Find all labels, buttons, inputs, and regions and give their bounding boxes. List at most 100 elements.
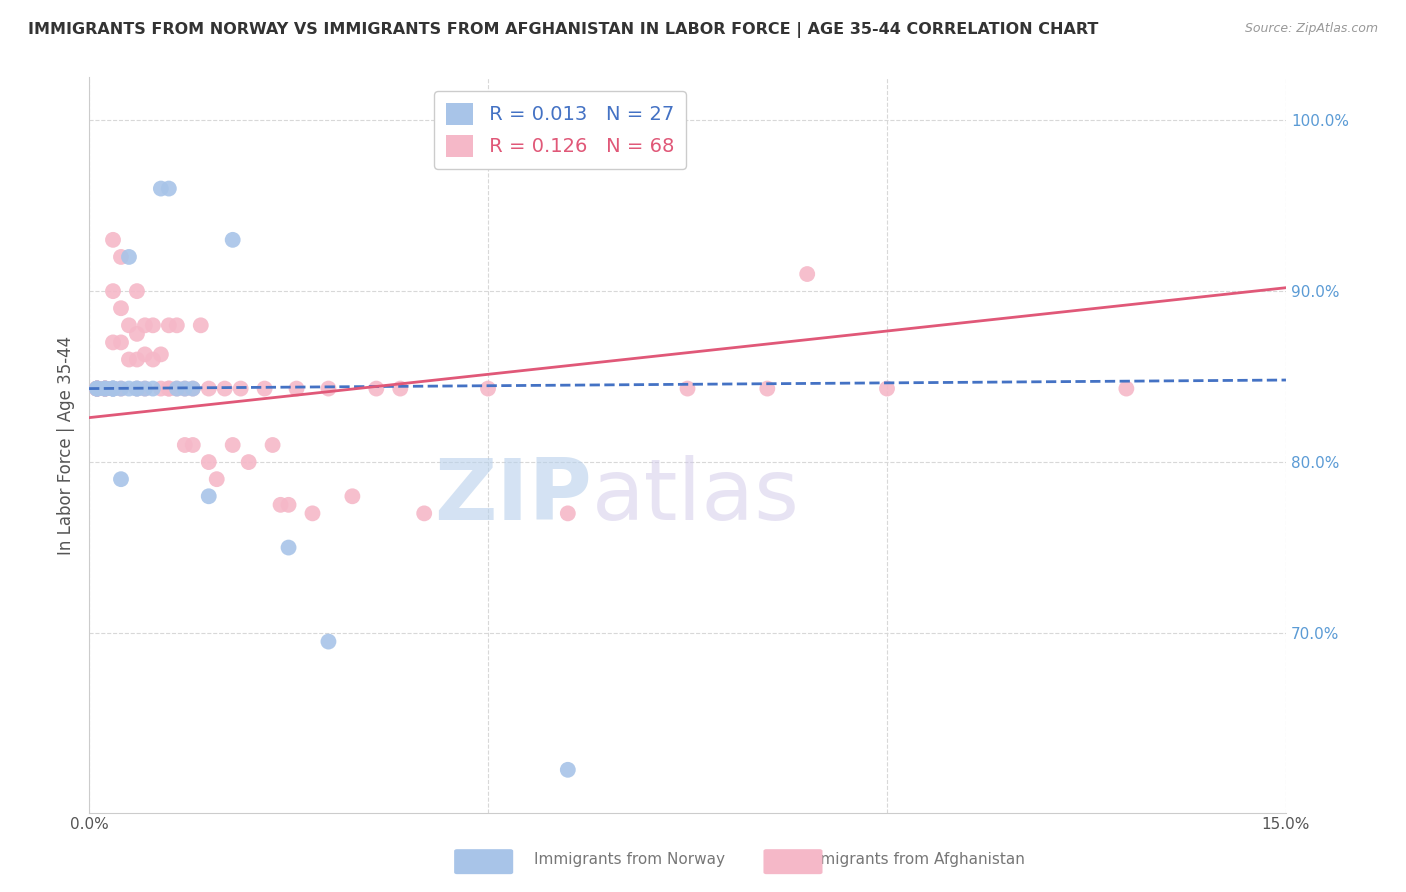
- Point: [118, 352, 141, 367]
- Point: [86, 382, 108, 396]
- Point: [318, 634, 340, 648]
- Point: [205, 472, 228, 486]
- Point: [222, 438, 245, 452]
- Point: [101, 382, 124, 396]
- Point: [125, 284, 148, 298]
- Point: [222, 233, 245, 247]
- Point: [125, 382, 148, 396]
- Point: [262, 438, 284, 452]
- Point: [157, 181, 180, 195]
- Point: [101, 382, 124, 396]
- Point: [94, 382, 117, 396]
- Text: Source: ZipAtlas.com: Source: ZipAtlas.com: [1244, 22, 1378, 36]
- Point: [181, 382, 204, 396]
- Point: [197, 489, 219, 503]
- Point: [166, 318, 188, 333]
- Point: [110, 335, 132, 350]
- Text: IMMIGRANTS FROM NORWAY VS IMMIGRANTS FROM AFGHANISTAN IN LABOR FORCE | AGE 35-44: IMMIGRANTS FROM NORWAY VS IMMIGRANTS FRO…: [28, 22, 1098, 38]
- Point: [413, 507, 436, 521]
- Point: [94, 382, 117, 396]
- Point: [285, 382, 308, 396]
- Text: Immigrants from Afghanistan: Immigrants from Afghanistan: [801, 852, 1025, 867]
- Point: [134, 318, 156, 333]
- Point: [86, 382, 108, 396]
- Point: [173, 382, 195, 396]
- Point: [86, 382, 108, 396]
- Point: [94, 382, 117, 396]
- Point: [86, 382, 108, 396]
- Point: [118, 318, 141, 333]
- Point: [342, 489, 364, 503]
- Point: [157, 318, 180, 333]
- Point: [110, 382, 132, 396]
- Point: [166, 382, 188, 396]
- Point: [149, 382, 172, 396]
- Point: [557, 763, 579, 777]
- Point: [389, 382, 412, 396]
- Point: [197, 382, 219, 396]
- Point: [270, 498, 292, 512]
- Point: [197, 455, 219, 469]
- Point: [173, 382, 195, 396]
- Point: [190, 318, 212, 333]
- Point: [110, 472, 132, 486]
- Point: [101, 284, 124, 298]
- Point: [125, 352, 148, 367]
- Text: atlas: atlas: [592, 455, 800, 538]
- Point: [125, 382, 148, 396]
- Point: [229, 382, 252, 396]
- Point: [134, 382, 156, 396]
- Point: [238, 455, 260, 469]
- Point: [110, 250, 132, 264]
- Point: [110, 382, 132, 396]
- Point: [110, 301, 132, 316]
- Point: [277, 541, 299, 555]
- Point: [173, 438, 195, 452]
- Point: [876, 382, 898, 396]
- Point: [86, 382, 108, 396]
- Point: [214, 382, 236, 396]
- Point: [118, 250, 141, 264]
- Point: [157, 382, 180, 396]
- Y-axis label: In Labor Force | Age 35-44: In Labor Force | Age 35-44: [58, 335, 75, 555]
- Point: [277, 498, 299, 512]
- Point: [142, 382, 165, 396]
- Point: [181, 382, 204, 396]
- Point: [149, 181, 172, 195]
- Point: [86, 382, 108, 396]
- Text: ZIP: ZIP: [434, 455, 592, 538]
- Point: [301, 507, 323, 521]
- Point: [94, 382, 117, 396]
- Point: [253, 382, 276, 396]
- Point: [477, 382, 499, 396]
- Point: [94, 382, 117, 396]
- Point: [125, 382, 148, 396]
- Point: [94, 382, 117, 396]
- Point: [181, 438, 204, 452]
- Point: [676, 382, 699, 396]
- Point: [157, 382, 180, 396]
- Point: [86, 382, 108, 396]
- Point: [796, 267, 818, 281]
- Text: Immigrants from Norway: Immigrants from Norway: [534, 852, 725, 867]
- Point: [118, 382, 141, 396]
- Point: [166, 382, 188, 396]
- Point: [101, 382, 124, 396]
- Point: [101, 382, 124, 396]
- Point: [94, 382, 117, 396]
- Point: [134, 347, 156, 361]
- Point: [142, 318, 165, 333]
- Point: [1115, 382, 1137, 396]
- Point: [86, 382, 108, 396]
- Point: [101, 335, 124, 350]
- Legend:  R = 0.013   N = 27,  R = 0.126   N = 68: R = 0.013 N = 27, R = 0.126 N = 68: [434, 91, 686, 169]
- Point: [86, 382, 108, 396]
- Point: [318, 382, 340, 396]
- Point: [125, 326, 148, 341]
- Point: [366, 382, 388, 396]
- Point: [101, 233, 124, 247]
- Point: [101, 382, 124, 396]
- Point: [149, 347, 172, 361]
- Point: [756, 382, 779, 396]
- Point: [557, 507, 579, 521]
